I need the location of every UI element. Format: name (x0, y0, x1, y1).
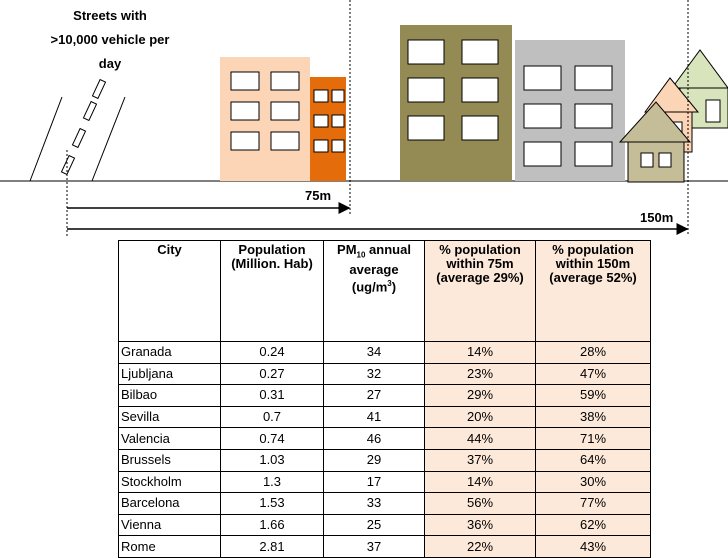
house (618, 101, 692, 183)
table-cell: 0.31 (220, 384, 324, 407)
distance-label: 75m (305, 188, 331, 203)
table-cell: 37 (323, 535, 425, 558)
header-text: annual average (ug/m (349, 242, 411, 294)
table-cell: 28% (535, 341, 651, 364)
table-row: Rome 2.81 37 22% 43% (118, 535, 651, 558)
illustration: 75m 150m Streets with >10,000 vehicle pe… (0, 0, 728, 236)
header-cell: City (118, 240, 221, 342)
table-cell: 37% (424, 448, 536, 472)
table-cell: 1.53 (220, 492, 324, 515)
table-cell: 0.74 (220, 427, 324, 450)
table-row: Bilbao 0.31 27 29% 59% (118, 384, 651, 407)
table-cell: 71% (535, 427, 651, 450)
table-cell: 43% (535, 535, 651, 558)
header-text: PM (337, 242, 357, 257)
table-cell: 29 (323, 448, 425, 472)
table-cell: 32 (323, 362, 425, 386)
table-cell: 36% (424, 513, 536, 537)
table-cell: 33 (323, 492, 425, 515)
table-cell: Granada (118, 341, 221, 364)
table-cell: 34 (323, 341, 425, 364)
header-cell: % population within 75m (average 29%) (424, 240, 536, 342)
table-cell: 47% (535, 362, 651, 386)
table-row: Granada 0.24 34 14% 28% (118, 341, 651, 364)
header-cell: Population (Million. Hab) (220, 240, 324, 342)
header-text: 10 (356, 250, 366, 260)
table-cell: 77% (535, 492, 651, 515)
building (515, 40, 625, 181)
street-label: >10,000 vehicle per (51, 32, 170, 47)
distance-label: 150m (640, 210, 673, 225)
header-cell: % population within 150m (average 52%) (535, 240, 651, 342)
table-cell: 1.03 (220, 448, 324, 472)
table-cell: Stockholm (118, 470, 221, 494)
table-cell: 1.66 (220, 513, 324, 537)
header-cell: PM10 annual average (ug/m3) (323, 240, 425, 342)
table-cell: 20% (424, 405, 536, 429)
table-cell: Ljubljana (118, 362, 221, 386)
table-cell: 14% (424, 341, 536, 364)
table-cell: Barcelona (118, 492, 221, 515)
table-cell: 17 (323, 470, 425, 494)
street-label: day (99, 56, 122, 71)
table-cell: 30% (535, 470, 651, 494)
header-row: City Population (Million. Hab) PM10 annual… (118, 240, 651, 342)
data-table: City Population (Million. Hab) PM10 annual… (118, 240, 651, 558)
table-cell: Vienna (118, 513, 221, 537)
table-cell: 14% (424, 470, 536, 494)
table-cell: Brussels (118, 448, 221, 472)
table-cell: 41 (323, 405, 425, 429)
table-row: Stockholm 1.3 17 14% 30% (118, 470, 651, 494)
table-row: Brussels 1.03 29 37% 64% (118, 448, 651, 472)
table-cell: 44% (424, 427, 536, 450)
header-text: ) (391, 278, 397, 294)
table-body: Granada 0.24 34 14% 28% Ljubljana 0.27 32 23% 47%… (118, 341, 651, 558)
building (400, 25, 512, 181)
header-text: 3 (387, 278, 392, 288)
table-cell: Rome (118, 535, 221, 558)
header-text: % population within 75m (average 29%) (436, 242, 524, 285)
header-text: % population within 150m (average 52%) (549, 242, 637, 285)
table-cell: Valencia (118, 427, 221, 450)
table-cell: 27 (323, 384, 425, 407)
table-cell: 56% (424, 492, 536, 515)
table-cell: 62% (535, 513, 651, 537)
table-cell: 29% (424, 384, 536, 407)
table-cell: 1.3 (220, 470, 324, 494)
table-cell: Sevilla (118, 405, 221, 429)
table-cell: 23% (424, 362, 536, 386)
table-cell: 0.27 (220, 362, 324, 386)
header-text: Population (Million. Hab) (231, 242, 313, 271)
table-cell: 25 (323, 513, 425, 537)
table-cell: 0.24 (220, 341, 324, 364)
building (220, 57, 310, 181)
table-row: Sevilla 0.7 41 20% 38% (118, 405, 651, 429)
header-text: City (157, 242, 182, 257)
table-cell: 22% (424, 535, 536, 558)
table-cell: 46 (323, 427, 425, 450)
table-row: Ljubljana 0.27 32 23% 47% (118, 362, 651, 386)
street-label: Streets with (73, 8, 147, 23)
table-cell: 64% (535, 448, 651, 472)
building (310, 77, 346, 181)
table-row: Vienna 1.66 25 36% 62% (118, 513, 651, 537)
table-row: Valencia 0.74 46 44% 71% (118, 427, 651, 450)
road (29, 78, 126, 182)
table-cell: 0.7 (220, 405, 324, 429)
table-cell: 59% (535, 384, 651, 407)
table-cell: Bilbao (118, 384, 221, 407)
table-row: Barcelona 1.53 33 56% 77% (118, 492, 651, 515)
table-cell: 2.81 (220, 535, 324, 558)
table-cell: 38% (535, 405, 651, 429)
